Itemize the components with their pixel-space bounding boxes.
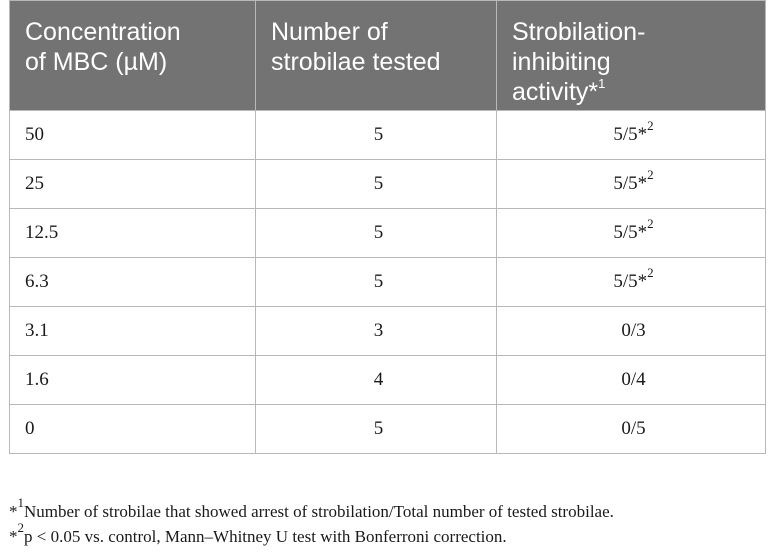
activity-cell: 0/3: [496, 306, 766, 356]
results-table-container: Concentration of MBC (µM) Number of stro…: [9, 0, 766, 454]
activity-cell: 5/5*2: [496, 208, 766, 258]
table-row: 6.3 5 5/5*2: [9, 257, 766, 307]
activity-cell: 5/5*2: [496, 110, 766, 160]
number-tested-cell: 3: [255, 306, 497, 356]
number-tested-cell: 5: [255, 208, 497, 258]
table-row: 1.6 4 0/4: [9, 355, 766, 405]
table-row: 50 5 5/5*2: [9, 110, 766, 160]
number-tested-cell: 5: [255, 257, 497, 307]
concentration-cell: 12.5: [9, 208, 256, 258]
header-number-tested: Number of strobilae tested: [255, 0, 497, 111]
table-row: 0 5 0/5: [9, 404, 766, 454]
table-body: 50 5 5/5*2 25 5 5/5*2 12.5 5 5/5*2 6.3 5…: [9, 110, 766, 454]
number-tested-cell: 5: [255, 110, 497, 160]
number-tested-cell: 5: [255, 159, 497, 209]
activity-cell: 5/5*2: [496, 159, 766, 209]
header-concentration: Concentration of MBC (µM): [9, 0, 256, 111]
number-tested-cell: 5: [255, 404, 497, 454]
activity-cell: 0/5: [496, 404, 766, 454]
header-activity: Strobilation- inhibiting activity*1: [496, 0, 766, 111]
table-row: 25 5 5/5*2: [9, 159, 766, 209]
number-tested-cell: 4: [255, 355, 497, 405]
results-table: Concentration of MBC (µM) Number of stro…: [9, 0, 766, 454]
activity-cell: 0/4: [496, 355, 766, 405]
table-row: 12.5 5 5/5*2: [9, 208, 766, 258]
concentration-cell: 25: [9, 159, 256, 209]
table-header: Concentration of MBC (µM) Number of stro…: [9, 0, 766, 111]
concentration-cell: 50: [9, 110, 256, 160]
header-row: Concentration of MBC (µM) Number of stro…: [9, 0, 766, 111]
footnote-1: *1Number of strobilae that showed arrest…: [9, 495, 614, 521]
concentration-cell: 0: [9, 404, 256, 454]
concentration-cell: 6.3: [9, 257, 256, 307]
table-row: 3.1 3 0/3: [9, 306, 766, 356]
concentration-cell: 1.6: [9, 355, 256, 405]
footnote-2: *2p < 0.05 vs. control, Mann–Whitney U t…: [9, 520, 507, 546]
table-footnotes: *1Number of strobilae that showed arrest…: [9, 495, 765, 549]
activity-cell: 5/5*2: [496, 257, 766, 307]
concentration-cell: 3.1: [9, 306, 256, 356]
